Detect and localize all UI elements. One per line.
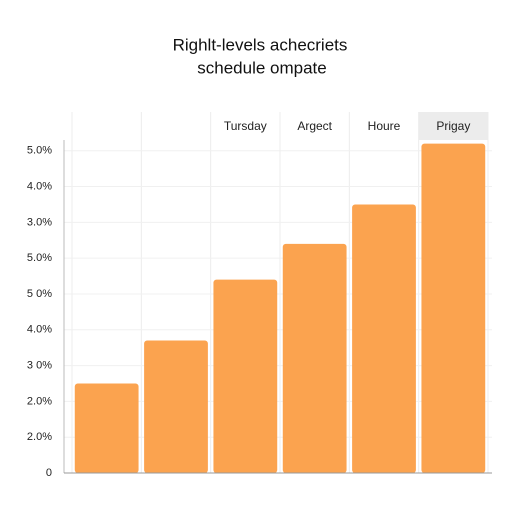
y-tick-label: 0	[46, 467, 52, 479]
y-tick-label: 4.0%	[27, 180, 52, 192]
y-tick-label: 2.0%	[27, 431, 52, 443]
header-highlight	[418, 112, 488, 140]
bar	[144, 340, 208, 473]
y-tick-label: 5.0%	[27, 145, 52, 157]
x-tick-label: Tursday	[224, 119, 267, 133]
x-tick-label: Argect	[297, 119, 332, 133]
bar	[282, 243, 347, 473]
y-tick-label: 3.0%	[27, 216, 52, 228]
y-tick-label: 2.0%	[27, 395, 52, 407]
chart-subtitle: schedule ompate	[197, 58, 326, 77]
y-tick-label: 3 0%	[27, 359, 52, 371]
chart-title: Righlt-levels achecriets	[173, 35, 348, 54]
bar	[213, 279, 278, 473]
bar	[74, 383, 139, 473]
y-tick-label: 5 0%	[27, 288, 52, 300]
bar	[421, 143, 486, 474]
y-tick-label: 5.0%	[27, 252, 52, 264]
x-tick-label: Prigay	[436, 119, 470, 133]
bar	[352, 204, 416, 474]
x-tick-label: Houre	[368, 119, 401, 133]
y-tick-label: 4.0%	[27, 324, 52, 336]
